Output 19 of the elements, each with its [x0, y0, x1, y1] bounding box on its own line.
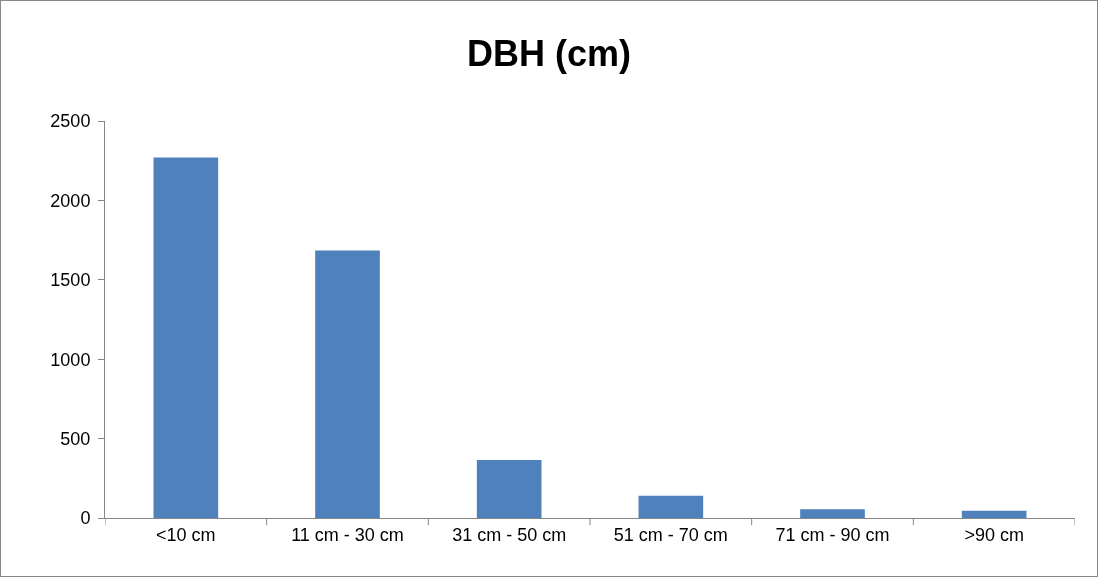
bar — [638, 495, 704, 518]
y-tick-label: 0 — [80, 508, 91, 529]
x-tick-label: 11 cm - 30 cm — [291, 524, 404, 545]
y-tick-label: 1500 — [50, 270, 91, 291]
y-tick-label: 2500 — [50, 111, 91, 132]
y-tick-label: 500 — [60, 428, 91, 449]
x-tick-label: 31 cm - 50 cm — [452, 524, 567, 545]
bar — [315, 250, 380, 518]
x-tick-label: 71 cm - 90 cm — [775, 524, 890, 545]
y-tick-label: 1000 — [50, 349, 91, 370]
x-tick-label: <10 cm — [156, 524, 216, 545]
bar — [476, 460, 542, 518]
bar — [961, 510, 1027, 518]
chart-title: DBH (cm) — [466, 33, 632, 75]
x-tick-label: 51 cm - 70 cm — [613, 524, 728, 545]
bar — [800, 509, 865, 518]
bar — [153, 157, 219, 518]
y-tick-label: 2000 — [50, 190, 91, 211]
x-tick-label: >90 cm — [964, 524, 1024, 545]
